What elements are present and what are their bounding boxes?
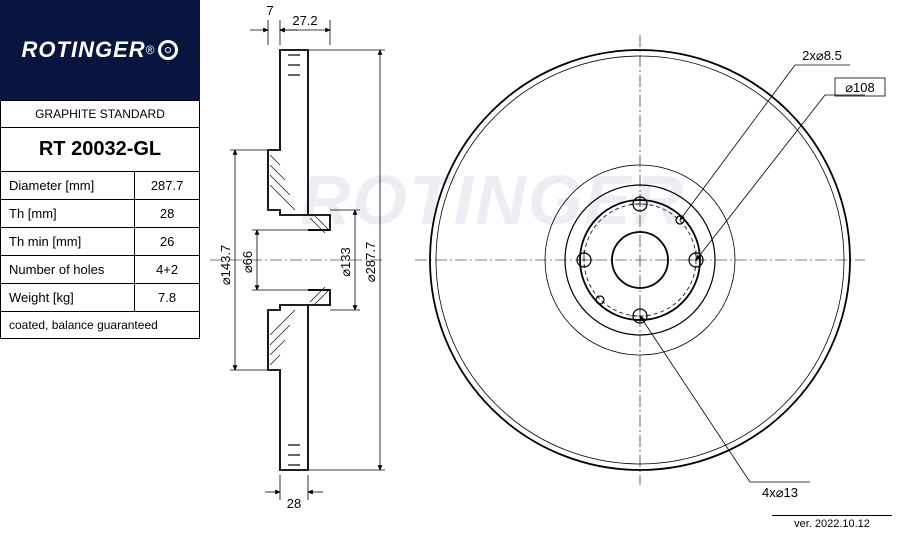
front-face-view: 2x⌀8.5 ⌀108 4x⌀13 [415,35,885,500]
spec-table: GRAPHITE STANDARD RT 20032-GL Diameter [… [0,100,200,339]
table-row: Diameter [mm]287.7 [1,172,200,200]
table-row: coated, balance guaranteed [1,312,200,339]
callout-small-holes: 2x⌀8.5 [802,48,842,63]
table-row: RT 20032-GL [1,128,200,172]
dim-bore: ⌀66 [240,251,255,273]
spec-label: Weight [kg] [1,284,135,312]
part-number: RT 20032-GL [1,128,200,172]
registered-mark: ® [146,43,155,57]
technical-drawing: 7 27.2 ⌀143. [210,0,900,520]
callout-bolt-holes: 4x⌀13 [762,485,798,500]
table-row: Number of holes4+2 [1,256,200,284]
spec-label: Th [mm] [1,200,135,228]
dim-top-width: 27.2 [292,13,317,28]
table-row: Weight [kg]7.8 [1,284,200,312]
table-row: Th [mm]28 [1,200,200,228]
spec-value: 4+2 [135,256,200,284]
spec-value: 7.8 [135,284,200,312]
dim-bottom-width: 28 [287,496,301,511]
brand-name: ROTINGER [22,37,146,63]
table-row: GRAPHITE STANDARD [1,101,200,128]
spec-value: 26 [135,228,200,256]
dim-top-offset: 7 [266,3,273,18]
side-section-view: 7 27.2 ⌀143. [210,3,385,511]
spec-label: Number of holes [1,256,135,284]
spec-value: 287.7 [135,172,200,200]
dim-disc-dia: ⌀287.7 [363,242,378,282]
spec-label: Diameter [mm] [1,172,135,200]
spec-footer: coated, balance guaranteed [1,312,200,339]
spec-header: GRAPHITE STANDARD [1,101,200,128]
dim-pcd: ⌀133 [338,247,353,277]
logo-ring-icon [158,40,178,60]
table-row: Th min [mm]26 [1,228,200,256]
brand-logo: ROTINGER ® [0,0,200,100]
spec-value: 28 [135,200,200,228]
dim-hub-outer: ⌀143.7 [218,245,233,285]
callout-pcd-dia: ⌀108 [845,80,875,95]
version-label: ver. 2022.10.12 [772,515,892,530]
spec-label: Th min [mm] [1,228,135,256]
